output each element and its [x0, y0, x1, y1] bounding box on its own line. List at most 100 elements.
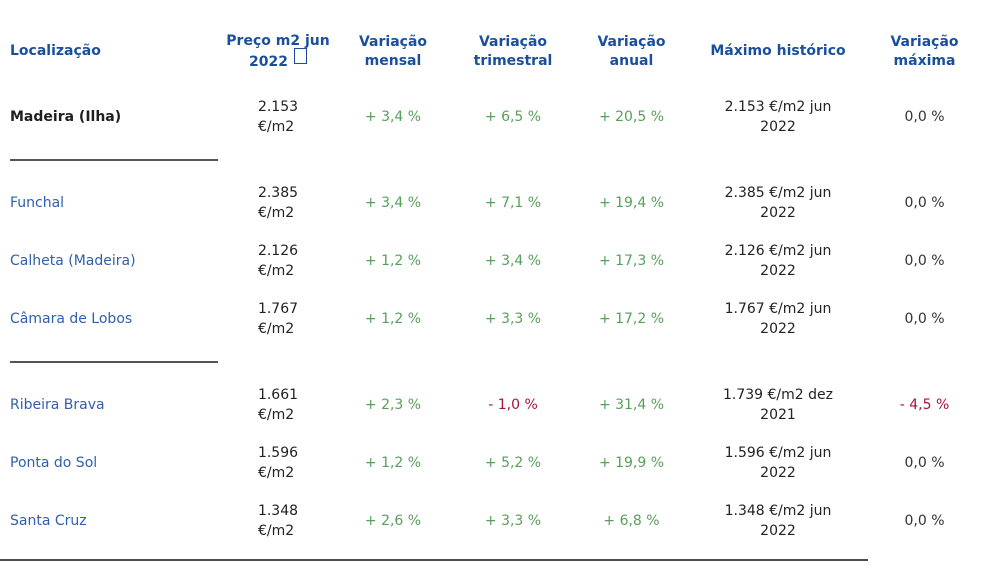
max-variation-value: 0,0 % — [904, 311, 945, 327]
max-variation-value: 0,0 % — [904, 455, 945, 471]
price-cell: 1.348 €/m2 — [222, 492, 334, 550]
annual-variation-value: + 20,5 % — [598, 109, 665, 125]
quarterly-variation-cell: + 3,4 % — [452, 232, 574, 290]
annual-variation-cell: + 31,4 % — [574, 376, 689, 434]
historical-max-cell: 1.739 €/m2 dez 2021 — [689, 376, 867, 434]
location-link[interactable]: Funchal — [10, 195, 65, 211]
column-header-annual-variation: Variação anual — [574, 0, 689, 88]
location-link[interactable]: Ribeira Brava — [10, 397, 105, 413]
max-variation-value: 0,0 % — [904, 513, 945, 529]
location-link[interactable]: Santa Cruz — [10, 513, 87, 529]
monthly-variation-cell: + 2,3 % — [334, 376, 452, 434]
monthly-variation-value: + 1,2 % — [364, 455, 422, 471]
location-cell: Calheta (Madeira) — [10, 232, 222, 290]
historical-max-cell: 1.348 €/m2 jun 2022 — [689, 492, 867, 550]
monthly-variation-cell: + 1,2 % — [334, 232, 452, 290]
price-amount: 1.596 — [257, 445, 299, 461]
max-variation-value: 0,0 % — [904, 253, 945, 269]
price-unit: €/m2 — [257, 263, 295, 279]
price-unit: €/m2 — [257, 119, 295, 135]
historical-max-cell: 2.153 €/m2 jun 2022 — [689, 88, 867, 146]
location-link[interactable]: Ponta do Sol — [10, 455, 98, 471]
separator-line — [10, 361, 218, 363]
location-cell: Câmara de Lobos — [10, 290, 222, 348]
max-variation-value: 0,0 % — [904, 109, 945, 125]
annual-variation-cell: + 6,8 % — [574, 492, 689, 550]
max-variation-value: - 4,5 % — [899, 397, 950, 413]
quarterly-variation-cell: + 7,1 % — [452, 174, 574, 232]
monthly-variation-value: + 3,4 % — [364, 109, 422, 125]
monthly-variation-value: + 3,4 % — [364, 195, 422, 211]
annual-variation-value: + 19,4 % — [598, 195, 665, 211]
monthly-variation-value: + 1,2 % — [364, 253, 422, 269]
location-link[interactable]: Calheta (Madeira) — [10, 253, 136, 269]
location-cell: Funchal — [10, 174, 222, 232]
historical-max-value: 1.767 €/m2 jun 2022 — [724, 301, 832, 337]
annual-variation-value: + 31,4 % — [598, 397, 665, 413]
column-header-max-variation-label: Variação máxima — [890, 33, 959, 69]
historical-max-value: 2.126 €/m2 jun 2022 — [724, 243, 832, 279]
monthly-variation-value: + 2,3 % — [364, 397, 422, 413]
column-header-price-label: Preço m2 jun 2022 — [226, 32, 330, 70]
max-variation-cell: 0,0 % — [867, 232, 982, 290]
location-cell: Ribeira Brava — [10, 376, 222, 434]
price-amount: 1.348 — [257, 503, 299, 519]
max-variation-cell: - 4,5 % — [867, 376, 982, 434]
historical-max-value: 1.596 €/m2 jun 2022 — [724, 445, 832, 481]
price-cell: 1.596 €/m2 — [222, 434, 334, 492]
column-header-location-label: Localização — [10, 43, 101, 59]
quarterly-variation-cell: + 3,3 % — [452, 290, 574, 348]
annual-variation-cell: + 19,4 % — [574, 174, 689, 232]
monthly-variation-cell: + 3,4 % — [334, 88, 452, 146]
quarterly-variation-value: + 7,1 % — [484, 195, 542, 211]
column-header-quarterly-variation: Variação trimestral — [452, 0, 574, 88]
table-row: Santa Cruz 1.348 €/m2 + 2,6 % + 3,3 % + 6… — [10, 492, 982, 550]
column-header-historical-max-label: Máximo histórico — [710, 43, 846, 59]
column-header-price: Preço m2 jun 2022 — [222, 0, 334, 88]
location-cell: Madeira (Ilha) — [10, 88, 222, 146]
quarterly-variation-value: - 1,0 % — [488, 397, 538, 413]
table-row: Calheta (Madeira) 2.126 €/m2 + 1,2 % + 3,… — [10, 232, 982, 290]
location-link[interactable]: Câmara de Lobos — [10, 311, 133, 327]
column-header-historical-max: Máximo histórico — [689, 0, 867, 88]
price-unit: €/m2 — [257, 523, 295, 539]
price-amount: 1.767 — [257, 301, 299, 317]
column-header-monthly-label: Variação mensal — [358, 33, 428, 69]
historical-max-value: 2.153 €/m2 jun 2022 — [724, 99, 832, 135]
info-icon[interactable] — [293, 47, 307, 64]
price-unit: €/m2 — [257, 205, 295, 221]
price-amount: 2.385 — [257, 185, 299, 201]
separator-line — [10, 159, 218, 161]
historical-max-cell: 2.385 €/m2 jun 2022 — [689, 174, 867, 232]
monthly-variation-cell: + 3,4 % — [334, 174, 452, 232]
location-cell: Santa Cruz — [10, 492, 222, 550]
monthly-variation-cell: + 1,2 % — [334, 290, 452, 348]
annual-variation-cell: + 20,5 % — [574, 88, 689, 146]
quarterly-variation-value: + 3,4 % — [484, 253, 542, 269]
table-row: Ponta do Sol 1.596 €/m2 + 1,2 % + 5,2 % +… — [10, 434, 982, 492]
header-row: Localização Preço m2 jun 2022 Variação m… — [10, 0, 982, 88]
quarterly-variation-value: + 3,3 % — [484, 311, 542, 327]
price-amount: 2.126 — [257, 243, 299, 259]
monthly-variation-value: + 1,2 % — [364, 311, 422, 327]
table-row: Funchal 2.385 €/m2 + 3,4 % + 7,1 % + 19,4… — [10, 174, 982, 232]
quarterly-variation-cell: + 5,2 % — [452, 434, 574, 492]
annual-variation-cell: + 17,2 % — [574, 290, 689, 348]
price-cell: 2.385 €/m2 — [222, 174, 334, 232]
max-variation-cell: 0,0 % — [867, 434, 982, 492]
column-header-location: Localização — [10, 0, 222, 88]
annual-variation-value: + 6,8 % — [603, 513, 660, 529]
annual-variation-cell: + 19,9 % — [574, 434, 689, 492]
quarterly-variation-cell: - 1,0 % — [452, 376, 574, 434]
group-separator — [10, 348, 982, 376]
max-variation-cell: 0,0 % — [867, 174, 982, 232]
historical-max-value: 2.385 €/m2 jun 2022 — [724, 185, 832, 221]
max-variation-cell: 0,0 % — [867, 88, 982, 146]
location-label: Madeira (Ilha) — [10, 109, 122, 125]
historical-max-value: 1.348 €/m2 jun 2022 — [724, 503, 832, 539]
column-header-max-variation: Variação máxima — [867, 0, 982, 88]
price-amount: 2.153 — [257, 99, 299, 115]
group-separator — [10, 146, 982, 174]
column-header-quarterly-label: Variação trimestral — [473, 33, 553, 69]
